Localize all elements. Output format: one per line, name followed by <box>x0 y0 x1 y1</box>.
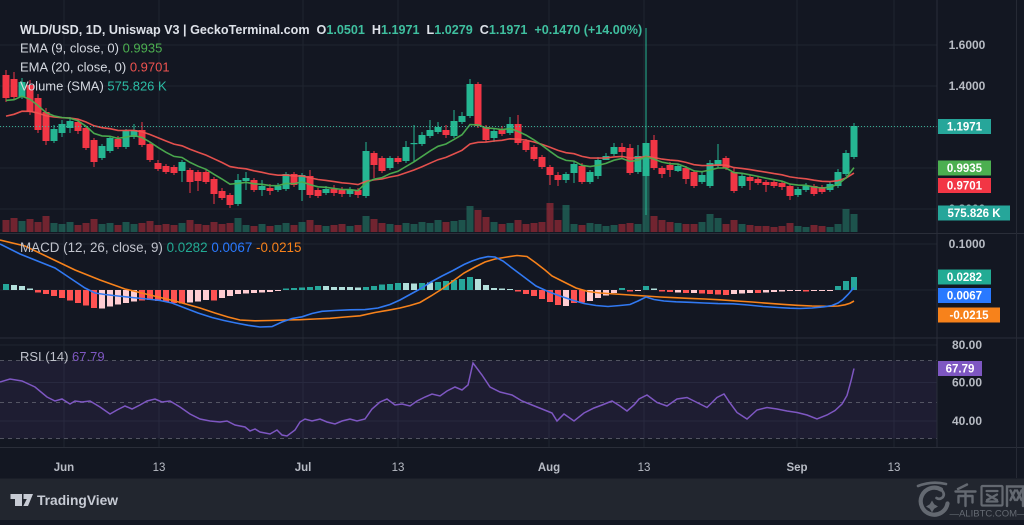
svg-text:Jun: Jun <box>54 462 74 474</box>
svg-text:0.9935: 0.9935 <box>947 163 983 175</box>
svg-text:TradingView: TradingView <box>37 493 118 508</box>
svg-text:1.6000: 1.6000 <box>949 38 986 52</box>
svg-text:EMA (9, close, 0) 0.9935: EMA (9, close, 0) 0.9935 <box>20 41 162 56</box>
svg-text:575.826 K: 575.826 K <box>947 208 1001 220</box>
svg-text:1.1971: 1.1971 <box>947 122 983 134</box>
svg-text:13: 13 <box>392 462 405 474</box>
svg-text:Sep: Sep <box>786 462 807 474</box>
svg-text:MACD (12, 26, close, 9) 0.0282: MACD (12, 26, close, 9) 0.0282 0.0067 -0… <box>20 240 301 255</box>
svg-text:1.4000: 1.4000 <box>949 79 986 93</box>
svg-text:60.00: 60.00 <box>952 376 982 390</box>
svg-text:RSI (14) 67.79: RSI (14) 67.79 <box>20 349 105 364</box>
svg-text:EMA (20, close, 0) 0.9701: EMA (20, close, 0) 0.9701 <box>20 60 170 75</box>
svg-text:0.0067: 0.0067 <box>947 291 982 303</box>
svg-text:40.00: 40.00 <box>952 414 982 428</box>
svg-text:Volume (SMA) 575.826 K: Volume (SMA) 575.826 K <box>20 79 167 94</box>
svg-text:Aug: Aug <box>538 462 560 474</box>
svg-text:—ALIBTC.COM—: —ALIBTC.COM— <box>949 509 1024 520</box>
svg-text:13: 13 <box>153 462 166 474</box>
svg-text:0.9701: 0.9701 <box>947 181 983 193</box>
svg-text:13: 13 <box>888 462 901 474</box>
svg-text:80.00: 80.00 <box>952 338 982 352</box>
svg-text:WLD/USD, 1D, Uniswap V3 | Geck: WLD/USD, 1D, Uniswap V3 | GeckoTerminal.… <box>20 23 642 37</box>
svg-text:-0.0215: -0.0215 <box>949 310 989 322</box>
svg-text:0.1000: 0.1000 <box>949 237 986 251</box>
svg-text:0.0282: 0.0282 <box>947 272 982 284</box>
svg-text:67.79: 67.79 <box>946 364 975 376</box>
svg-text:13: 13 <box>638 462 651 474</box>
svg-text:Jul: Jul <box>295 462 312 474</box>
